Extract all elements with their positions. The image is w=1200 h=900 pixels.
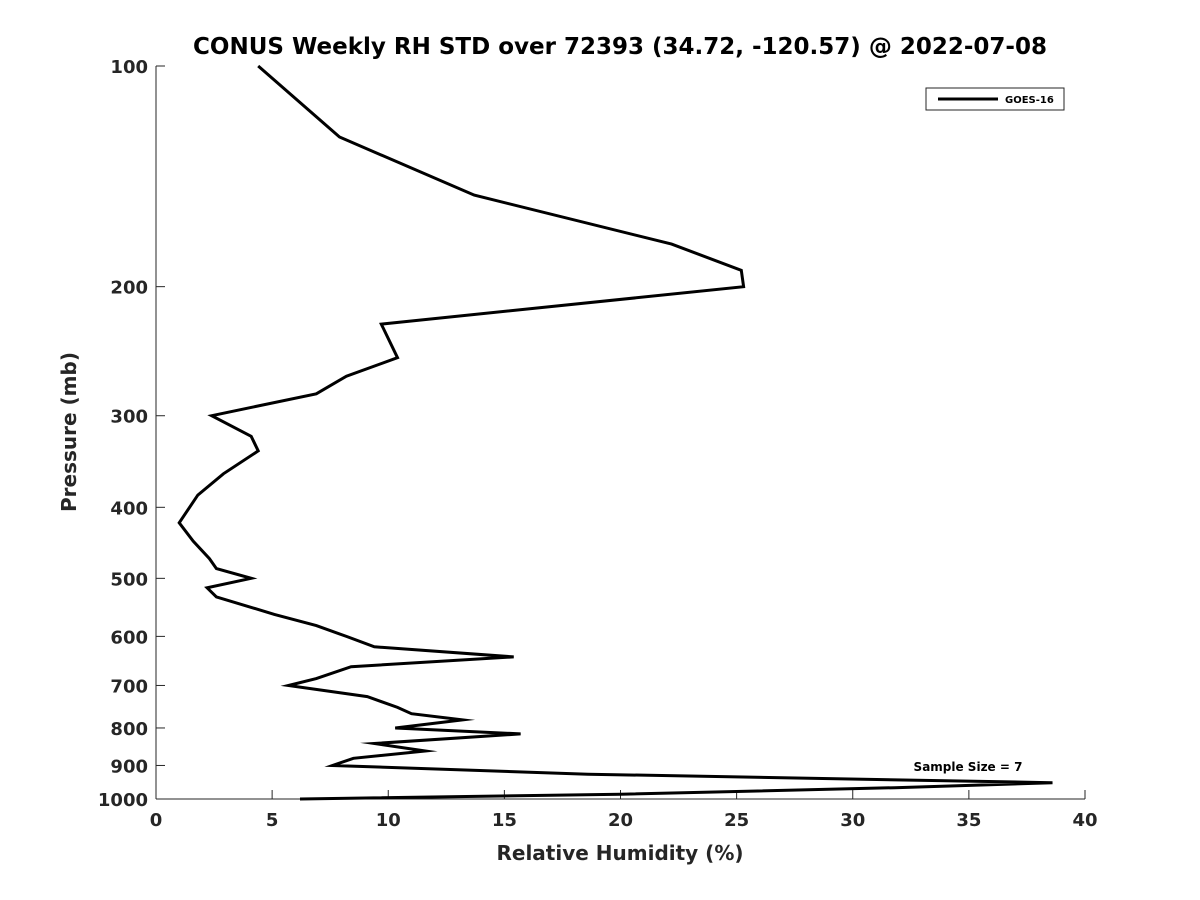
plot-area — [156, 66, 1085, 799]
y-tick-label: 200 — [110, 278, 148, 299]
x-tick-label: 35 — [956, 810, 981, 831]
y-tick-label: 600 — [110, 627, 148, 648]
chart-title: CONUS Weekly RH STD over 72393 (34.72, -… — [193, 34, 1047, 60]
y-tick-label: 900 — [110, 756, 148, 777]
x-tick-label: 5 — [266, 810, 279, 831]
sample-size-annotation: Sample Size = 7 — [914, 760, 1023, 774]
x-tick-label: 0 — [150, 810, 163, 831]
x-axis-label: Relative Humidity (%) — [496, 841, 743, 865]
y-tick-label: 400 — [110, 498, 148, 519]
axes: 0 5 10 15 20 25 30 35 40 100 200 300 400 500 600 700 800… — [98, 57, 1098, 831]
y-tick-label: 300 — [110, 407, 148, 428]
y-tick-label: 500 — [110, 569, 148, 590]
x-tick-label: 30 — [840, 810, 865, 831]
legend: GOES-16 — [925, 87, 1065, 111]
y-tick-label: 800 — [110, 719, 148, 740]
series-layer — [177, 64, 1053, 801]
x-tick-label: 10 — [376, 810, 401, 831]
y-tick-label: 700 — [110, 676, 148, 697]
plot-background — [156, 66, 1085, 799]
y-tick-label: 1000 — [98, 790, 148, 811]
series-line-0 — [177, 64, 1053, 801]
legend-label: GOES-16 — [1005, 95, 1054, 106]
y-tick-label: 100 — [110, 57, 148, 78]
x-tick-label: 25 — [724, 810, 749, 831]
x-tick-label: 20 — [608, 810, 633, 831]
x-tick-label: 15 — [492, 810, 517, 831]
x-tick-label: 40 — [1072, 810, 1097, 831]
y-axis-label: Pressure (mb) — [57, 352, 81, 512]
